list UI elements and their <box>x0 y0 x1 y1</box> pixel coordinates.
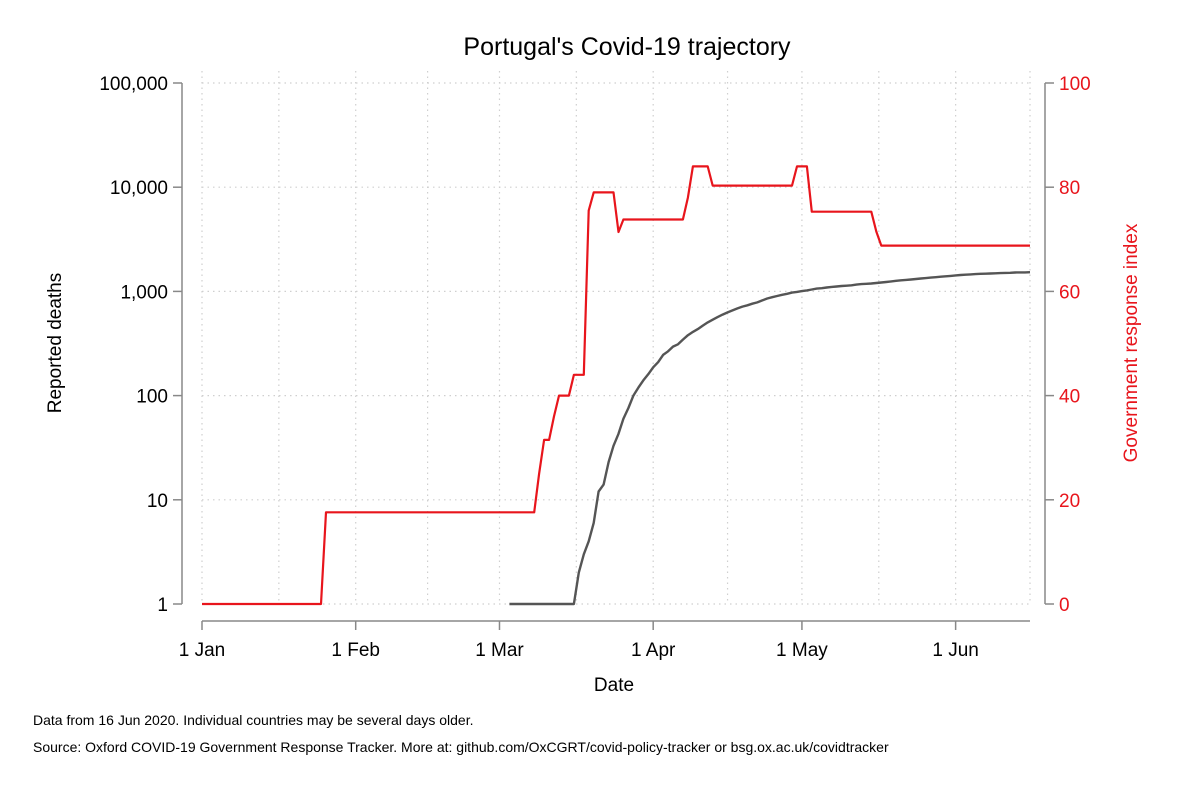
y-axis-title-right: Government response index <box>1121 223 1142 462</box>
axes: 1 10 100 1,000 10,000 100,000 0 20 40 60 80 100 1 Ja… <box>99 74 1090 661</box>
y-tick-label-left: 1 <box>157 595 168 616</box>
chart-title: Portugal's Covid-19 trajectory <box>463 33 791 61</box>
y-tick-label-left: 1,000 <box>120 282 168 303</box>
y-tick-label-right: 20 <box>1059 491 1080 512</box>
data-note: Data from 16 Jun 2020. Individual countr… <box>33 712 474 728</box>
x-tick-label: 1 Apr <box>631 640 676 661</box>
y-tick-label-right: 60 <box>1059 282 1080 303</box>
y-tick-label-right: 80 <box>1059 178 1080 199</box>
y-tick-label-left: 10,000 <box>110 178 168 199</box>
source-note: Source: Oxford COVID-19 Government Respo… <box>33 739 889 755</box>
series-line-response-index <box>202 165 1030 606</box>
series-line-deaths <box>509 271 1031 606</box>
x-tick-label: 1 Jan <box>179 640 225 661</box>
y-tick-label-left: 10 <box>147 491 168 512</box>
x-tick-label: 1 May <box>776 640 828 661</box>
y-tick-label-right: 40 <box>1059 387 1080 408</box>
y-tick-label-right: 100 <box>1059 74 1091 95</box>
y-tick-label-left: 100,000 <box>99 74 168 95</box>
x-axis-title: Date <box>594 675 634 696</box>
x-tick-label: 1 Jun <box>932 640 978 661</box>
y-tick-label-right: 0 <box>1059 595 1070 616</box>
y-tick-label-left: 100 <box>136 387 168 408</box>
y-axis-title-left: Reported deaths <box>45 273 66 414</box>
x-tick-label: 1 Feb <box>331 640 380 661</box>
series-layer <box>202 165 1031 606</box>
x-tick-label: 1 Mar <box>475 640 524 661</box>
grid <box>201 71 1032 605</box>
